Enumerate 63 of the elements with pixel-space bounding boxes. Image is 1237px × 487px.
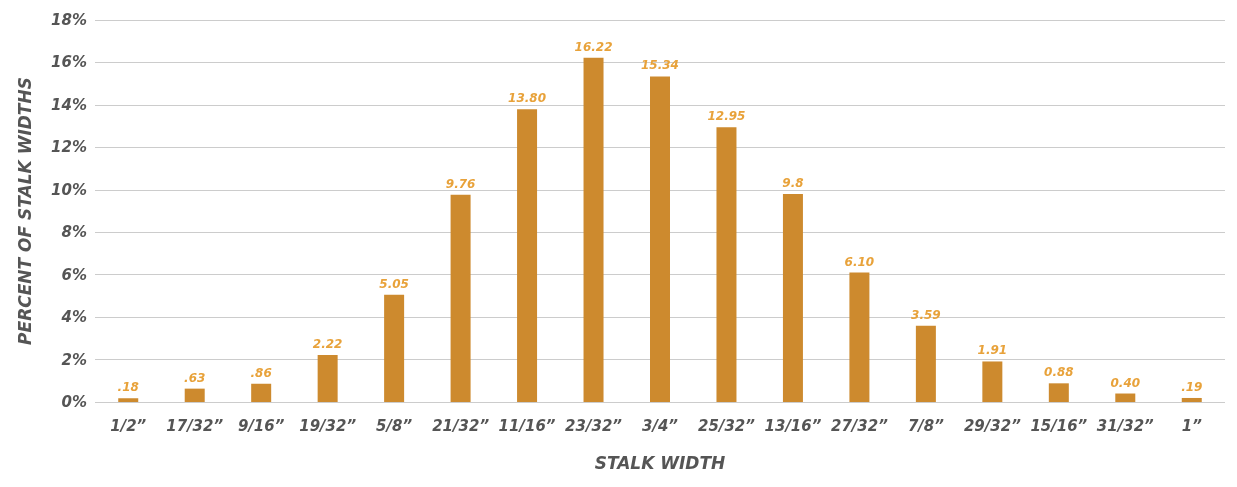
x-tick-label: 27/32” bbox=[830, 416, 889, 435]
data-label: .63 bbox=[184, 370, 206, 385]
x-tick-label: 29/32” bbox=[963, 416, 1022, 435]
y-axis-title: PERCENT OF STALK WIDTHS bbox=[14, 77, 35, 345]
bar bbox=[650, 76, 670, 402]
bar bbox=[782, 194, 803, 402]
bar bbox=[450, 194, 471, 402]
bar bbox=[583, 57, 604, 402]
data-label: 12.95 bbox=[707, 109, 746, 124]
x-tick-label: 13/16” bbox=[764, 416, 822, 435]
x-tick-label: 7/8” bbox=[907, 416, 945, 435]
x-tick-label: 15/16” bbox=[1030, 416, 1088, 435]
bar bbox=[184, 388, 205, 402]
x-tick-label: 1/2” bbox=[110, 416, 147, 435]
bar bbox=[915, 325, 936, 402]
x-tick-label: 3/4” bbox=[641, 416, 679, 435]
x-tick-label: 9/16” bbox=[237, 416, 285, 435]
data-label: 3.59 bbox=[911, 307, 941, 322]
y-tick-label: 6% bbox=[61, 265, 87, 284]
bar bbox=[716, 127, 737, 402]
x-tick-label: 17/32” bbox=[166, 416, 224, 435]
bar bbox=[982, 361, 1003, 402]
data-label: 9.76 bbox=[445, 176, 476, 191]
y-tick-label: 0% bbox=[61, 393, 87, 411]
x-tick-label: 11/16” bbox=[498, 416, 556, 435]
data-label: 15.34 bbox=[641, 58, 679, 73]
data-label: .19 bbox=[1181, 379, 1203, 394]
bar bbox=[251, 383, 272, 402]
data-label: .86 bbox=[250, 365, 272, 380]
bar bbox=[1181, 397, 1202, 402]
y-tick-label: 8% bbox=[61, 223, 87, 242]
x-tick-label: 1” bbox=[1181, 416, 1203, 435]
data-label: .18 bbox=[117, 380, 139, 395]
y-tick-label: 4% bbox=[60, 308, 87, 327]
y-tick-label: 18% bbox=[51, 11, 87, 29]
x-tick-label: 31/32” bbox=[1096, 416, 1155, 435]
y-tick-label: 10% bbox=[51, 180, 87, 199]
bar bbox=[517, 109, 538, 402]
bar bbox=[1115, 393, 1136, 402]
y-tick-label: 14% bbox=[51, 95, 87, 114]
data-label: 5.05 bbox=[379, 276, 409, 291]
x-axis-title: STALK WIDTH bbox=[594, 452, 726, 473]
data-label: 0.88 bbox=[1044, 365, 1074, 380]
x-tick-label: 25/32” bbox=[698, 416, 756, 435]
bar bbox=[118, 398, 139, 402]
y-tick-label: 16% bbox=[51, 53, 87, 72]
data-label: 16.22 bbox=[574, 39, 613, 54]
data-label: 13.80 bbox=[508, 91, 547, 106]
x-tick-label: 21/32” bbox=[432, 416, 490, 435]
bar bbox=[384, 294, 405, 402]
data-label: 6.10 bbox=[844, 254, 875, 269]
data-label: 2.22 bbox=[312, 336, 343, 351]
bar bbox=[317, 354, 338, 402]
y-tick-label: 2% bbox=[61, 350, 87, 369]
data-label: 0.40 bbox=[1110, 375, 1141, 390]
x-tick-label: 5/8” bbox=[376, 416, 413, 435]
bar bbox=[849, 272, 870, 402]
bar bbox=[1048, 383, 1069, 402]
y-tick-label: 12% bbox=[51, 138, 87, 157]
x-tick-label: 23/32” bbox=[565, 416, 623, 435]
data-label: 1.91 bbox=[977, 343, 1008, 358]
data-label: 9.8 bbox=[782, 176, 804, 191]
x-tick-label: 19/32” bbox=[299, 416, 357, 435]
